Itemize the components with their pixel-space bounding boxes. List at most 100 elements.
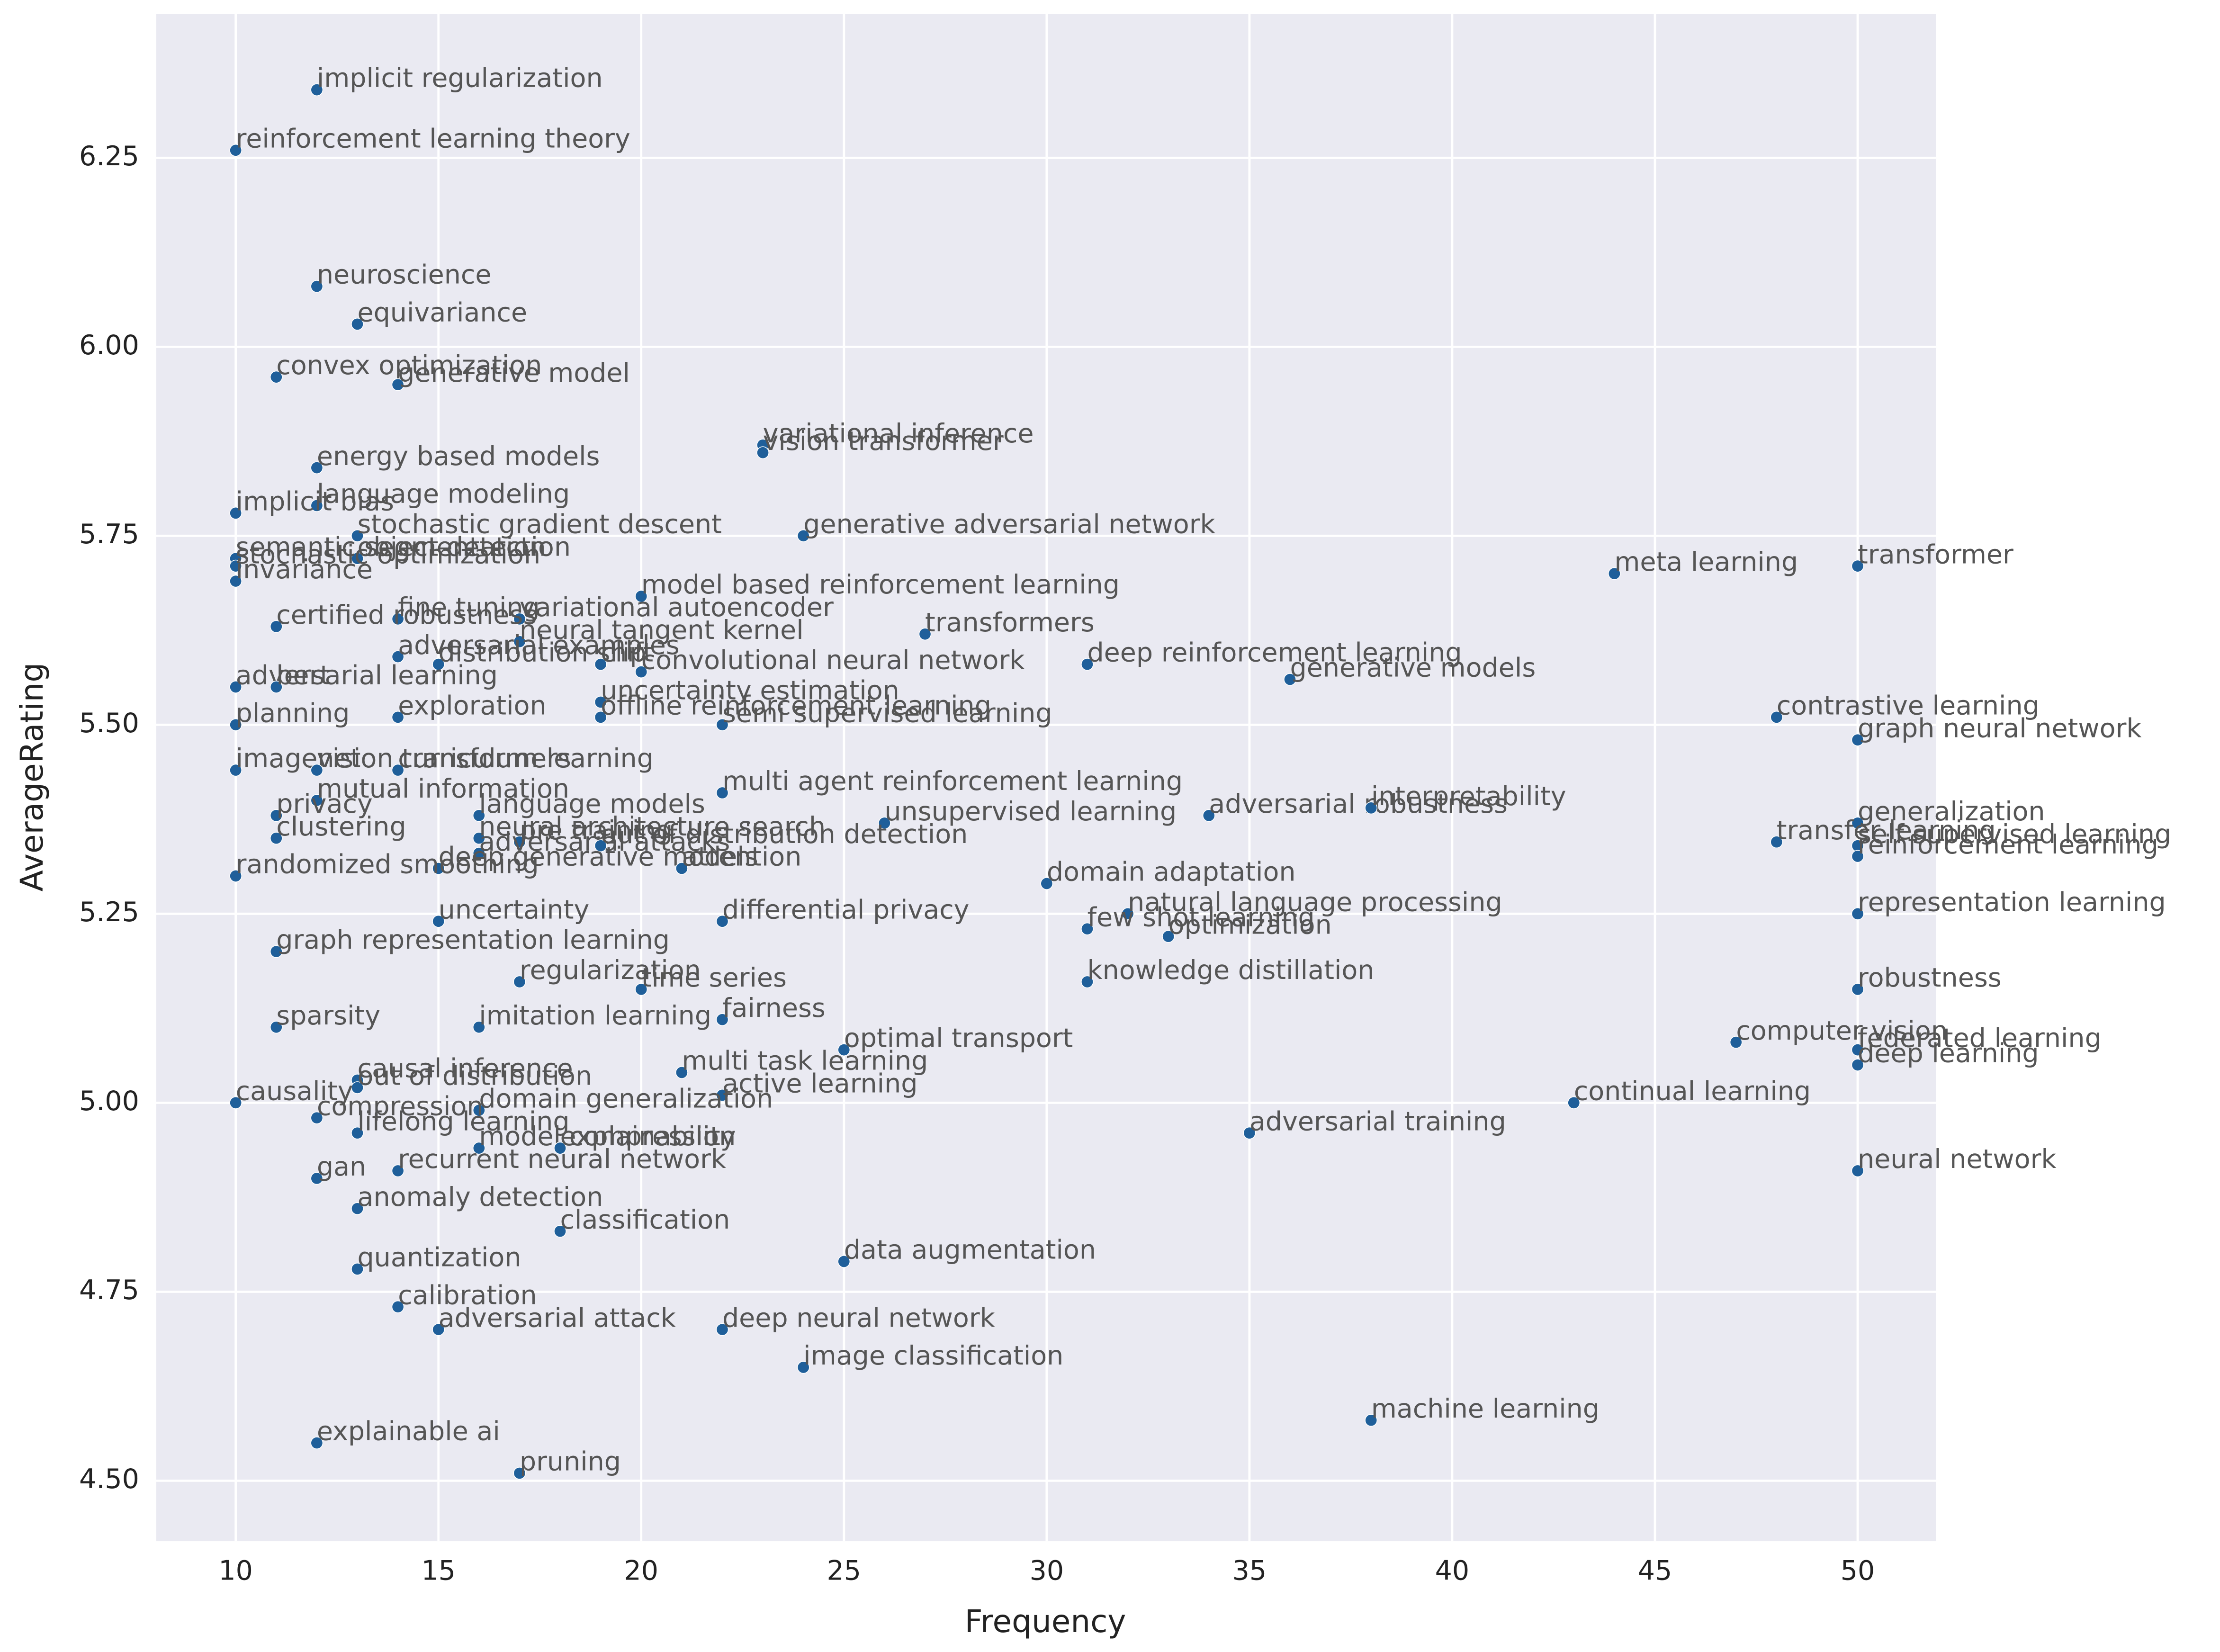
point (513, 1467, 526, 1480)
point (270, 945, 283, 958)
point-label: quantization (357, 1243, 521, 1273)
point (229, 763, 242, 777)
point-label: compression (317, 1091, 484, 1122)
point (594, 839, 607, 853)
point (229, 870, 242, 882)
point-label: generalization (1858, 797, 2045, 827)
point (310, 461, 324, 474)
point (1729, 1036, 1743, 1049)
point (513, 635, 526, 648)
point-label: adversarial examples (398, 630, 680, 661)
point (391, 1164, 404, 1177)
point (310, 83, 324, 96)
point (432, 658, 445, 671)
point-label: imagenet (236, 744, 361, 774)
y-axis-title: AverageRating (14, 663, 50, 892)
point (351, 1126, 364, 1140)
point (1365, 801, 1378, 815)
point (472, 809, 485, 822)
point (229, 681, 242, 693)
point (1851, 733, 1864, 746)
point (229, 559, 242, 573)
point (837, 1255, 851, 1268)
point (270, 620, 283, 633)
point-label: self supervised learning (1858, 819, 2171, 850)
point (391, 612, 404, 626)
point (472, 832, 485, 845)
point-label: stochastic optimization (236, 539, 540, 570)
point (270, 1021, 283, 1034)
point-label: model compression (479, 1122, 736, 1152)
x-tick-label: 35 (1232, 1555, 1267, 1587)
point (229, 507, 242, 520)
point-label: domain generalization (479, 1084, 773, 1114)
x-tick-label: 15 (421, 1555, 455, 1587)
point-label: uncertainty estimation (601, 676, 899, 706)
point (391, 650, 404, 664)
point-label: neuroscience (317, 260, 492, 290)
point-label: adversarial attack (439, 1303, 676, 1333)
point (1851, 983, 1864, 996)
point (310, 1437, 324, 1449)
point (1081, 975, 1094, 988)
point (472, 1104, 485, 1117)
point-label: regularization (520, 955, 701, 986)
point-label: variational inference (763, 419, 1034, 449)
point (1040, 877, 1053, 890)
point-label: language modeling (317, 479, 570, 510)
point (1081, 658, 1094, 671)
point (1851, 850, 1864, 863)
point (351, 552, 364, 565)
point-label: neural network (1858, 1144, 2057, 1175)
point (1851, 907, 1864, 920)
point-label: vision transformer (763, 426, 1004, 457)
point (797, 529, 810, 542)
point-label: explainable ai (317, 1417, 500, 1447)
point-label: implicit regularization (317, 63, 603, 94)
point-label: planning (236, 698, 350, 728)
point-label: generative model (398, 358, 630, 388)
point-label: energy based models (317, 441, 600, 472)
point-label: semi supervised learning (722, 698, 1052, 728)
x-tick-label: 40 (1435, 1555, 1469, 1587)
point-label: sparsity (276, 1001, 380, 1031)
point-label: generative models (1290, 653, 1536, 683)
point-label: distribution shift (439, 638, 653, 668)
y-tick-label: 4.50 (79, 1463, 139, 1495)
point-label: stochastic gradient descent (357, 509, 721, 539)
point-label: convex optimization (276, 350, 542, 381)
point-label: federated learning (1858, 1024, 2102, 1054)
point-label: model based reinforcement learning (641, 570, 1120, 600)
point (675, 862, 688, 875)
y-tick-label: 6.25 (79, 141, 139, 172)
point (675, 1066, 688, 1079)
point-label: recurrent neural network (398, 1144, 726, 1175)
point (716, 1089, 729, 1102)
point (270, 809, 283, 822)
point-label: imitation learning (479, 1001, 711, 1031)
point-label: multi agent reinforcement learning (722, 766, 1183, 797)
point (270, 370, 283, 384)
point (432, 862, 445, 875)
point (716, 718, 729, 731)
point (432, 1323, 445, 1336)
point-label: privacy (276, 789, 373, 819)
point-label: neural tangent kernel (520, 615, 804, 646)
point-label: convolutional neural network (641, 646, 1025, 676)
point-label: transformers (925, 608, 1095, 638)
point (351, 1081, 364, 1094)
point (797, 1361, 810, 1374)
point (1851, 559, 1864, 573)
point-label: contrastive learning (1777, 691, 2040, 721)
point-label: bert (276, 661, 330, 691)
y-tick-label: 5.25 (79, 897, 139, 928)
point-label: transformer (1858, 539, 2013, 570)
point (472, 1021, 485, 1034)
point-label: reinforcement learning theory (236, 124, 630, 154)
point (351, 318, 364, 331)
point (1284, 673, 1296, 686)
point-label: knowledge distillation (1087, 955, 1374, 986)
point (716, 915, 729, 928)
point-label: semantic segmentation (236, 532, 546, 562)
point-label: image classification (803, 1341, 1063, 1371)
